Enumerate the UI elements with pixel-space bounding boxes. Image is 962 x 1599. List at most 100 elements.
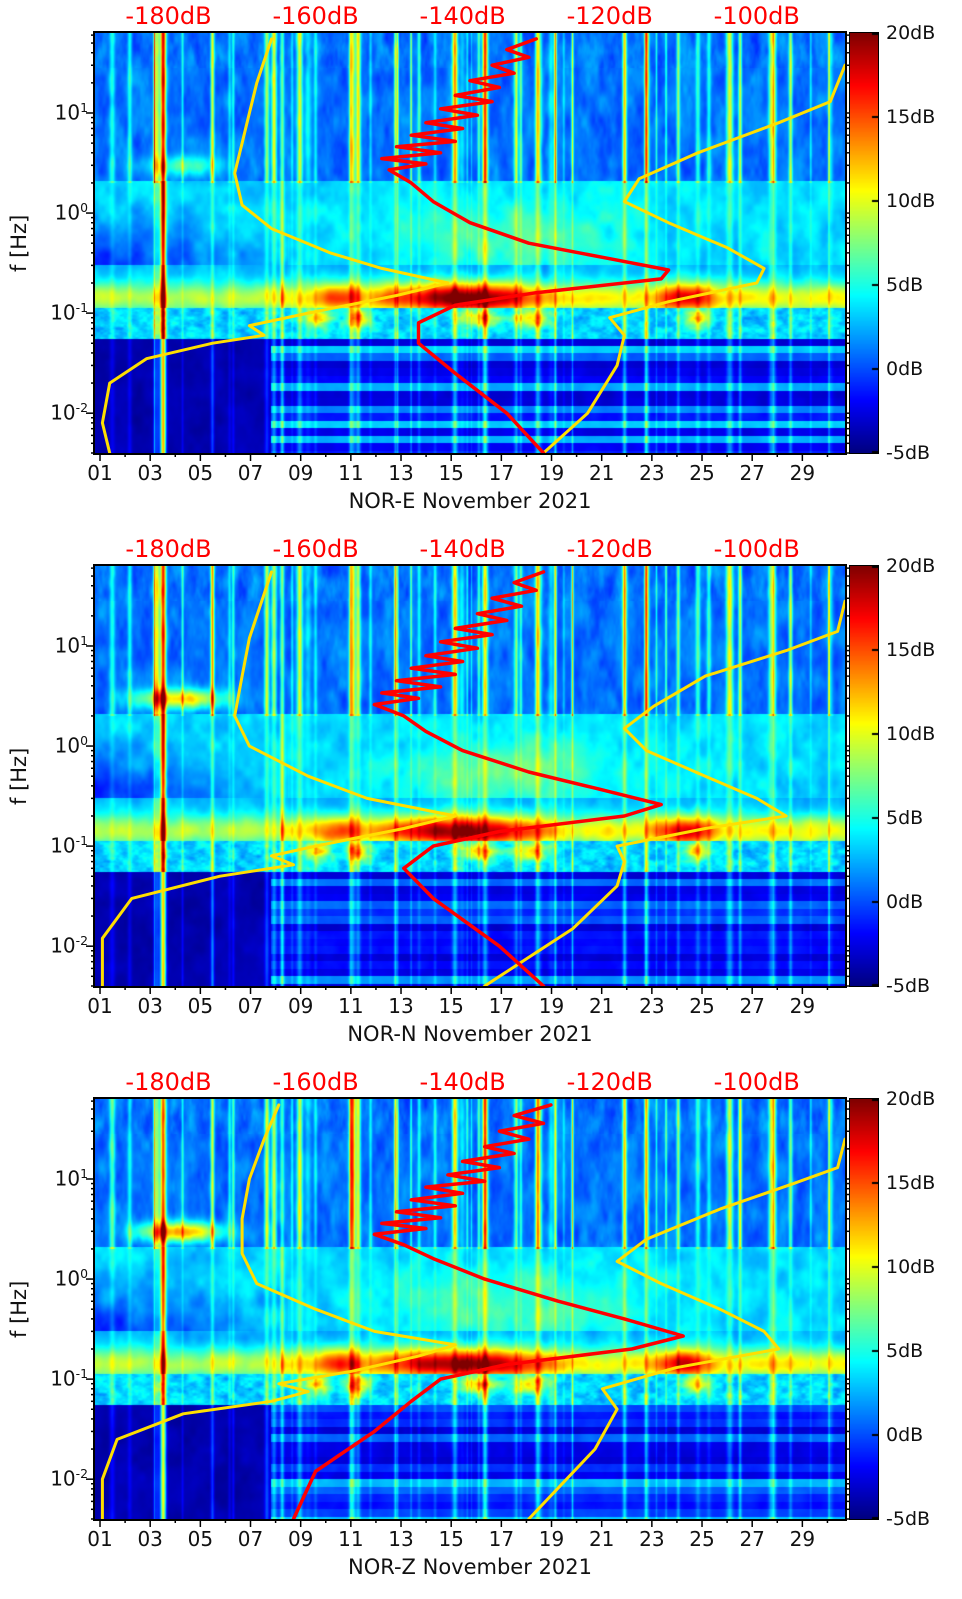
x-tick-label: 03 (137, 994, 163, 1018)
curves-overlay (86, 567, 852, 994)
x-tick-label: 21 (588, 1527, 615, 1551)
y-tick-label: 10-1 (50, 300, 88, 325)
colorbar-tick-label: -5dB (886, 975, 931, 997)
colorbar-tick-label: 20dB (886, 555, 936, 577)
plot-area (86, 566, 852, 994)
spectrogram-panel-nor-e: -180dB -160dB -140dB -120dB -100dB f [Hz] 10… (0, 0, 962, 533)
x-tick-label: 29 (789, 1527, 816, 1551)
spectrogram-panel-nor-z: -180dB -160dB -140dB -120dB -100dB f [Hz] 10… (0, 1066, 962, 1599)
x-tick-label: 13 (388, 994, 414, 1018)
x-tick-label: 25 (689, 1527, 715, 1551)
x-tick-label: 21 (588, 994, 615, 1018)
y-axis-label: f [Hz] (7, 1280, 31, 1338)
x-tick-label: 17 (488, 461, 515, 485)
x-tick-label: 05 (187, 994, 214, 1018)
y-tick-label: 10-2 (50, 933, 88, 958)
yellow-high-percentile-curve (542, 63, 845, 453)
x-tick-label: 27 (739, 1527, 765, 1551)
top-db-tick-label: -100dB (713, 1068, 800, 1096)
plot-area (86, 33, 852, 461)
x-tick-label: 11 (338, 994, 364, 1018)
x-tick-label: 23 (639, 994, 665, 1018)
x-tick-label: 27 (739, 461, 765, 485)
x-tick-label: 21 (588, 461, 615, 485)
x-tick-label: 15 (438, 994, 464, 1018)
x-tick-label: 01 (87, 994, 113, 1018)
colorbar (849, 565, 879, 987)
x-tick-label: 07 (237, 461, 264, 485)
x-tick-label: 05 (187, 461, 214, 485)
x-tick-label: 15 (438, 1527, 464, 1551)
x-tick-label: 29 (789, 461, 816, 485)
x-tick-label: 11 (338, 461, 364, 485)
x-tick-label: 23 (639, 1527, 665, 1551)
y-tick-label: 101 (54, 1165, 88, 1191)
y-tick-label: 100 (54, 1266, 88, 1291)
y-tick-label: 100 (54, 733, 88, 758)
x-tick-label: 01 (87, 1527, 113, 1551)
top-db-tick-label: -120dB (566, 2, 653, 30)
top-db-tick-label: -120dB (566, 535, 653, 563)
colorbar-tick-label: 15dB (886, 1172, 936, 1194)
colorbar (849, 1098, 879, 1520)
colorbar-tick-label: 10dB (886, 1256, 936, 1278)
spectrogram-panel-nor-n: -180dB -160dB -140dB -120dB -100dB f [Hz] 10… (0, 533, 962, 1066)
top-db-tick-label: -140dB (419, 535, 506, 563)
colorbar-tick-label: 5dB (886, 807, 924, 829)
x-tick-label: 17 (488, 1527, 515, 1551)
x-tick-label: 07 (237, 1527, 264, 1551)
colorbar-tick-label: 15dB (886, 106, 936, 128)
y-tick-label: 10-2 (50, 1466, 88, 1491)
top-db-tick-label: -120dB (566, 1068, 653, 1096)
x-tick-label: 07 (237, 994, 264, 1018)
x-tick-label: 09 (287, 994, 314, 1018)
top-db-tick-label: -100dB (713, 535, 800, 563)
x-tick-label: 19 (538, 1527, 565, 1551)
curves-overlay (86, 1100, 852, 1527)
yellow-high-percentile-curve (527, 1137, 845, 1519)
yellow-low-percentile-curve (100, 570, 457, 986)
axis-ticks (86, 1100, 852, 1527)
x-tick-label: 19 (538, 994, 565, 1018)
x-axis-label: NOR-Z November 2021 (348, 1555, 592, 1579)
y-tick-label: 100 (54, 200, 88, 225)
x-tick-label: 15 (438, 461, 464, 485)
yellow-high-percentile-curve (483, 599, 845, 986)
colorbar-tick-label: 20dB (886, 22, 936, 44)
x-tick-label: 17 (488, 994, 515, 1018)
x-tick-label: 25 (689, 994, 715, 1018)
yellow-low-percentile-curve (100, 1103, 457, 1519)
colorbar-tick-label: 20dB (886, 1088, 936, 1110)
x-tick-label: 29 (789, 994, 816, 1018)
x-tick-label: 13 (388, 1527, 414, 1551)
y-tick-label: 10-1 (50, 833, 88, 858)
top-db-tick-label: -160dB (272, 1068, 359, 1096)
x-tick-label: 03 (137, 1527, 163, 1551)
x-tick-label: 09 (287, 1527, 314, 1551)
yellow-low-percentile-curve (100, 37, 450, 453)
x-tick-label: 01 (87, 461, 113, 485)
top-db-tick-label: -180dB (125, 535, 212, 563)
colorbar (849, 32, 879, 454)
curves-overlay (86, 34, 852, 461)
colorbar-tick-label: 5dB (886, 274, 924, 296)
red-mode-curve (291, 1103, 685, 1519)
y-axis-label: f [Hz] (7, 747, 31, 805)
y-axis-label: f [Hz] (7, 214, 31, 272)
red-mode-curve (380, 37, 671, 453)
top-db-tick-label: -160dB (272, 535, 359, 563)
top-db-tick-label: -160dB (272, 2, 359, 30)
y-tick-label: 101 (54, 99, 88, 125)
x-tick-label: 27 (739, 994, 765, 1018)
plot-area (86, 1099, 852, 1527)
top-db-tick-label: -140dB (419, 1068, 506, 1096)
x-tick-label: 05 (187, 1527, 214, 1551)
x-axis-label: NOR-N November 2021 (347, 1022, 593, 1046)
colorbar-tick-label: 5dB (886, 1340, 924, 1362)
y-tick-label: 10-1 (50, 1366, 88, 1391)
x-tick-label: 23 (639, 461, 665, 485)
colorbar-tick-label: 10dB (886, 190, 936, 212)
x-tick-label: 09 (287, 461, 314, 485)
red-mode-curve (372, 570, 663, 986)
